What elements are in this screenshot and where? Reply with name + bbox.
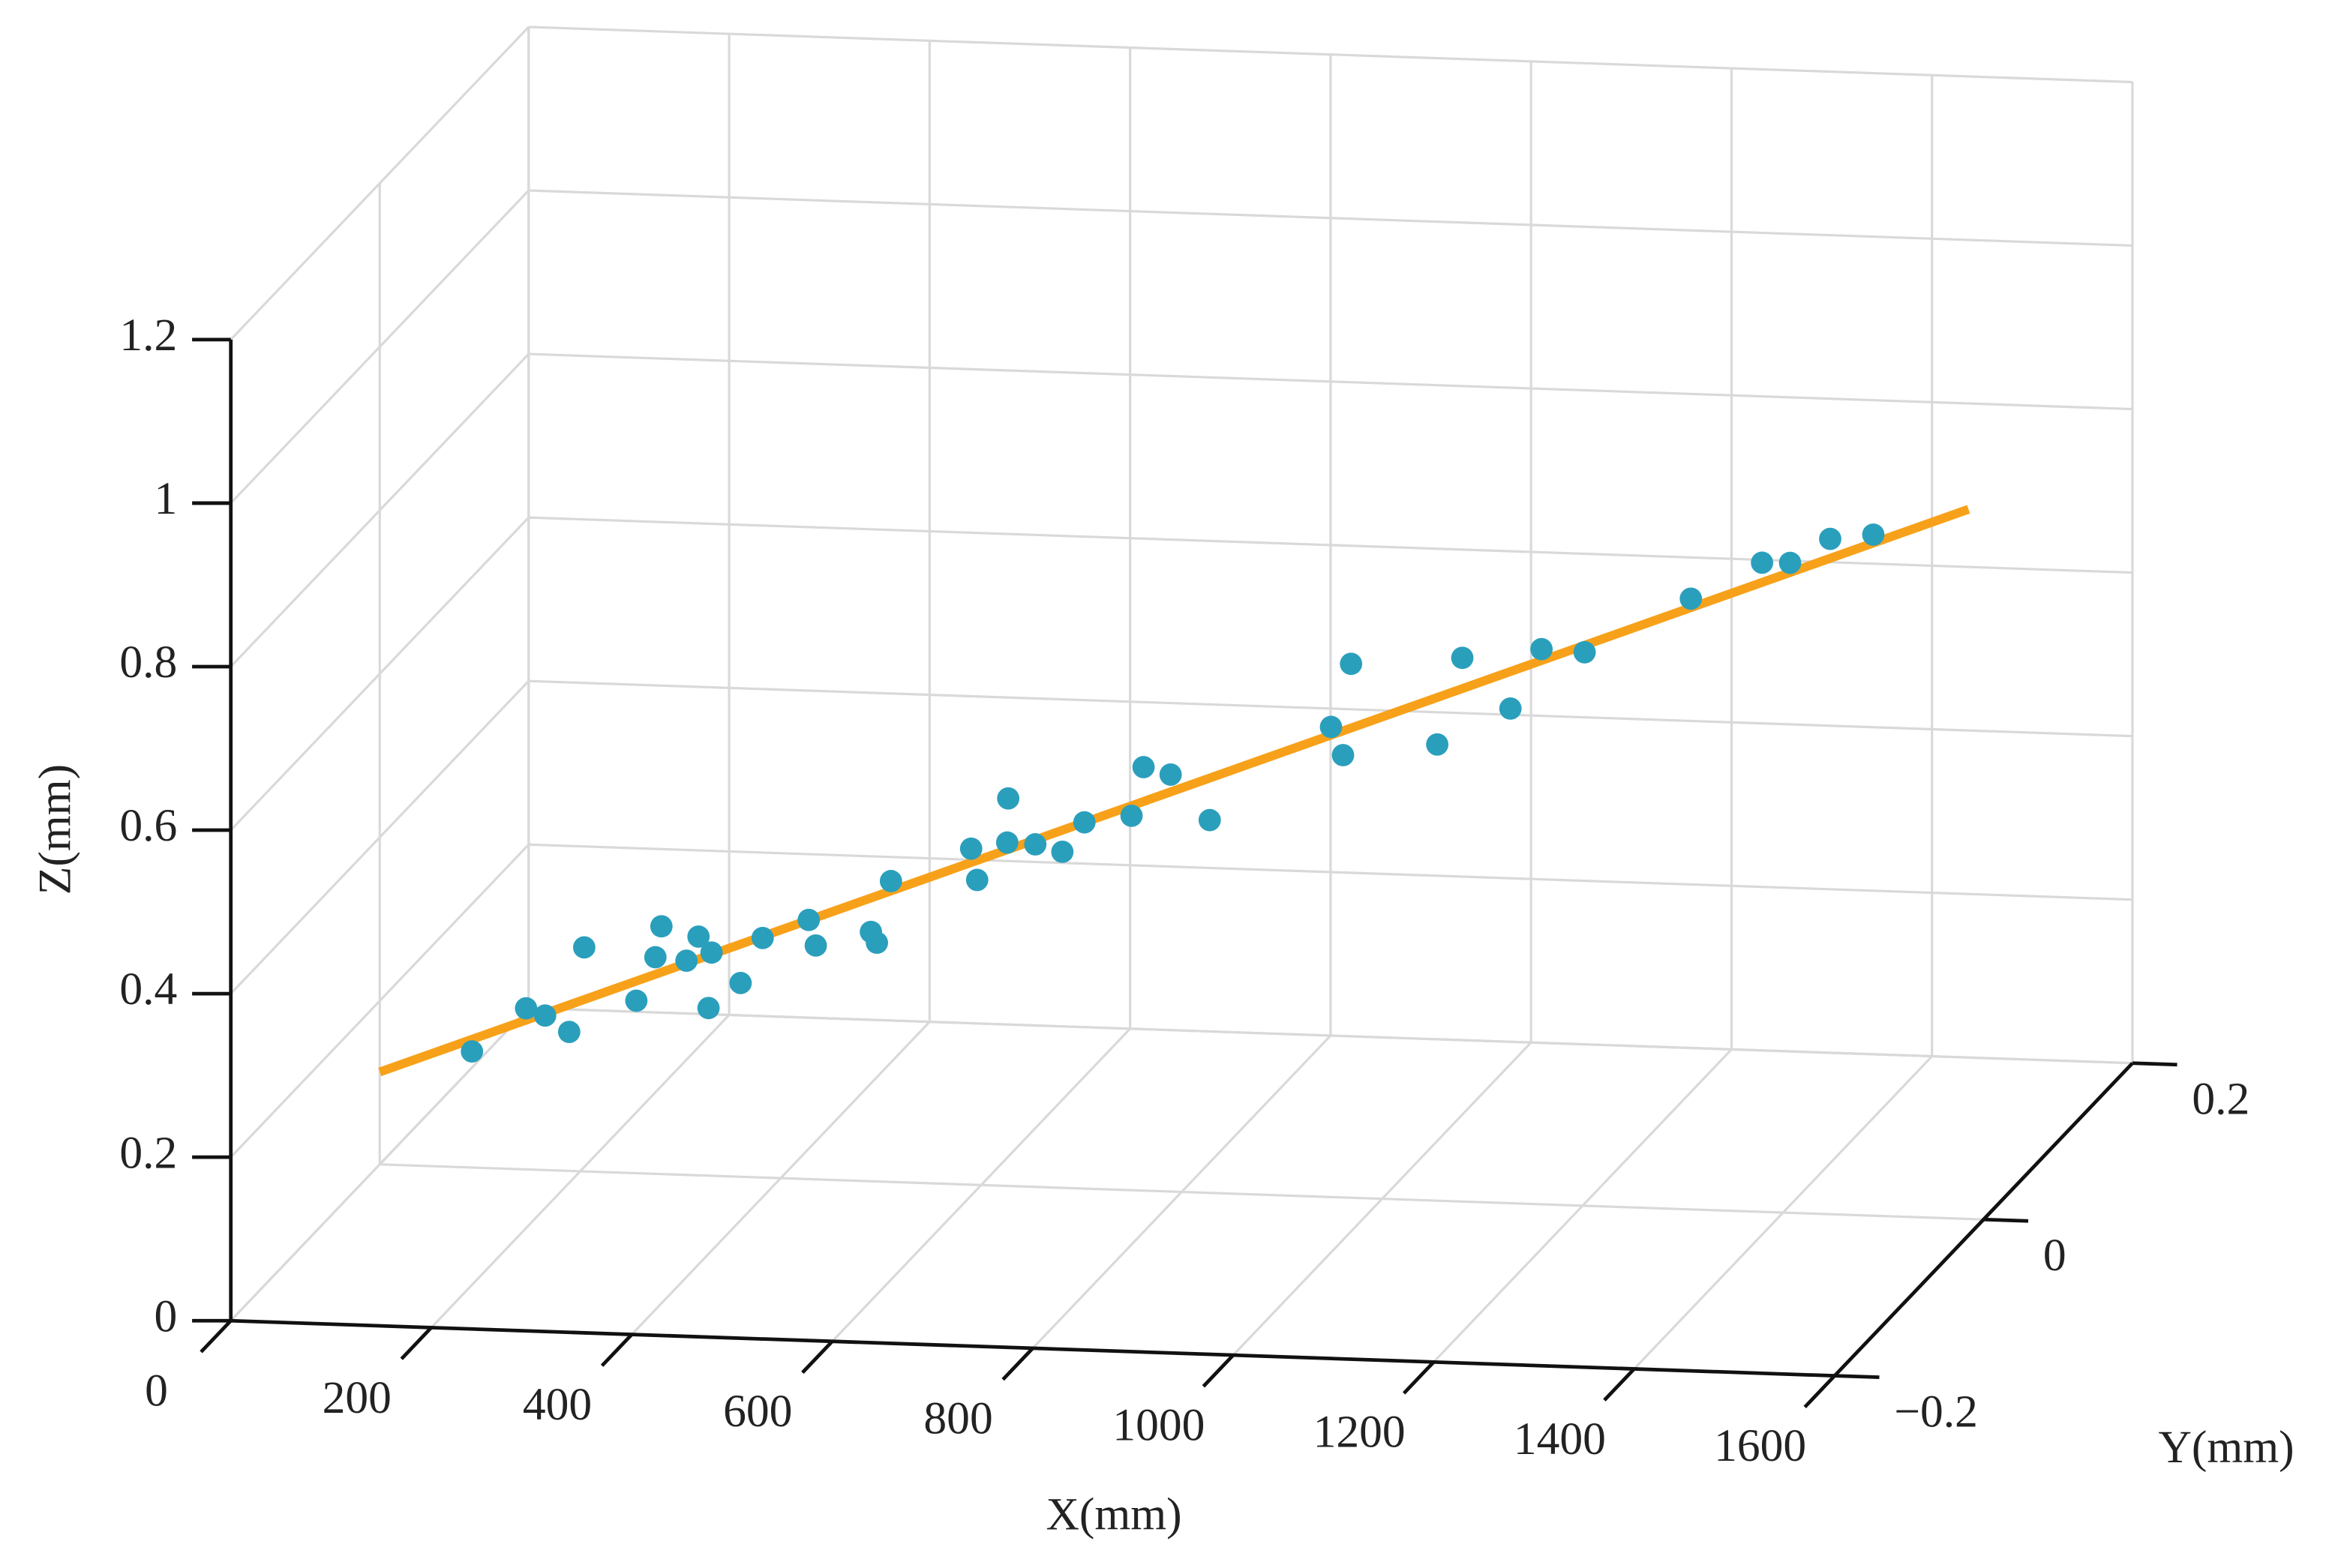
data-point xyxy=(1051,841,1074,863)
data-point xyxy=(1530,637,1553,661)
grid-line xyxy=(528,352,2133,411)
data-point xyxy=(700,941,723,964)
x-tick xyxy=(200,1319,233,1354)
y-tick-label: 0.2 xyxy=(2192,1073,2249,1124)
x-tick xyxy=(1001,1347,1034,1381)
data-point xyxy=(1159,763,1182,786)
data-point xyxy=(557,1021,581,1043)
data-point xyxy=(1499,697,1522,720)
data-point xyxy=(1778,551,1802,574)
grid-line xyxy=(528,516,2133,574)
y-tick-label: 0 xyxy=(2043,1230,2066,1281)
data-point xyxy=(1073,811,1096,834)
x-axis-label: X(mm) xyxy=(1046,1489,1181,1540)
x-tick xyxy=(801,1340,834,1375)
grid-line xyxy=(528,843,2133,901)
data-point xyxy=(1819,527,1841,550)
x-tick xyxy=(1803,1375,1836,1409)
x-tick-label: 1000 xyxy=(1112,1400,1205,1451)
x-tick-label: 0 xyxy=(145,1366,168,1417)
data-point xyxy=(1319,715,1343,739)
z-tick-label: 0.8 xyxy=(119,637,177,688)
z-tick-label: 0.6 xyxy=(119,800,177,851)
data-point xyxy=(1426,733,1449,756)
x-tick xyxy=(600,1333,634,1367)
data-point xyxy=(650,915,673,938)
x-tick xyxy=(400,1326,433,1360)
y-tick xyxy=(1983,1217,2029,1223)
y-tick xyxy=(1834,1374,1880,1380)
grid-line xyxy=(528,679,2133,738)
data-point xyxy=(997,787,1020,810)
data-point xyxy=(1024,833,1047,856)
data-point xyxy=(533,1004,557,1027)
grid-line xyxy=(528,189,2133,247)
grid-line xyxy=(528,25,2133,84)
x-tick-label: 1200 xyxy=(1313,1407,1406,1458)
data-point xyxy=(1132,756,1155,778)
z-axis-label: Z(mm) xyxy=(30,764,81,895)
data-point xyxy=(1573,640,1596,664)
data-point xyxy=(879,870,902,892)
z-tick-label: 1.2 xyxy=(119,310,177,361)
x-tick-label: 600 xyxy=(723,1386,792,1437)
x-tick-label: 1600 xyxy=(1714,1420,1806,1471)
x-tick-label: 400 xyxy=(523,1379,592,1430)
data-point xyxy=(995,831,1019,854)
data-point xyxy=(675,949,698,973)
fit-line xyxy=(378,505,1970,1077)
data-point xyxy=(644,946,667,969)
x-tick xyxy=(1202,1354,1235,1388)
data-point xyxy=(729,971,752,994)
y-tick-label: −0.2 xyxy=(1894,1386,1978,1437)
x-tick-label: 1400 xyxy=(1514,1414,1606,1465)
data-point xyxy=(687,925,710,948)
x-tick xyxy=(1603,1367,1636,1402)
data-point xyxy=(1198,808,1221,832)
data-point xyxy=(572,936,596,959)
z-tick-label: 0.2 xyxy=(119,1127,177,1178)
x-tick xyxy=(1402,1360,1436,1395)
y-tick xyxy=(2132,1061,2177,1067)
data-point xyxy=(866,931,888,955)
data-point xyxy=(697,997,720,1020)
grid-line xyxy=(380,1163,1984,1221)
data-point xyxy=(959,837,983,860)
data-point xyxy=(1331,744,1355,766)
z-tick-label: 0 xyxy=(154,1291,177,1342)
data-point xyxy=(804,934,827,957)
data-point xyxy=(797,908,821,931)
data-point xyxy=(965,868,989,892)
data-point xyxy=(1862,523,1885,546)
data-point xyxy=(1340,652,1363,676)
data-point xyxy=(1751,551,1774,574)
z-tick-label: 1 xyxy=(154,473,177,524)
data-point xyxy=(1120,804,1143,827)
data-point xyxy=(1451,646,1474,670)
data-point xyxy=(461,1040,484,1063)
x-tick-label: 200 xyxy=(323,1372,392,1423)
data-point xyxy=(515,997,538,1020)
z-tick-label: 0.4 xyxy=(119,964,177,1015)
data-point xyxy=(1679,587,1703,610)
grid-line xyxy=(528,1006,2133,1065)
y-axis-label: Y(mm) xyxy=(2159,1422,2294,1473)
data-point xyxy=(751,926,774,949)
x-tick-label: 800 xyxy=(923,1393,992,1444)
data-point xyxy=(625,989,648,1012)
